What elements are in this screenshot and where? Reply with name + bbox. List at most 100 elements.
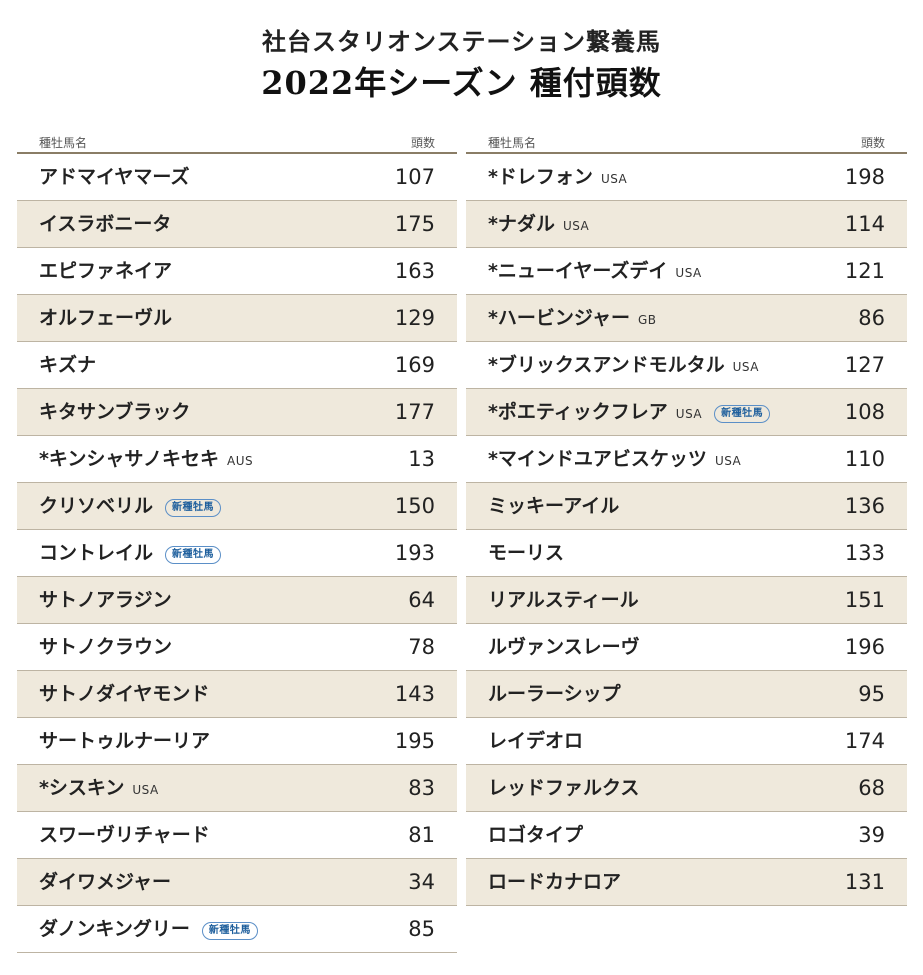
country-code: USA (562, 219, 590, 233)
table-row: ロードカナロア 131 (466, 859, 907, 906)
table-row: ルーラーシップ 95 (466, 671, 907, 718)
table-row: レッドファルクス 68 (466, 765, 907, 812)
stallion-name-cell: ミッキーアイル (488, 483, 619, 529)
stallion-name-cell: リアルスティール (488, 577, 639, 623)
stallion-name-cell: イスラボニータ (39, 201, 171, 247)
name-column-header: 種牡馬名 (39, 136, 88, 150)
stallion-name: モーリス (488, 542, 565, 564)
table-row: サトノアラジン 64 (17, 577, 457, 624)
cover-count: 68 (858, 776, 885, 800)
stallion-name-cell: *キンシャサノキセキ AUS (39, 436, 253, 482)
table-row: ダノンキングリー 新種牡馬 85 (17, 906, 457, 953)
stallion-name-cell: *ニューイヤーズデイ USA (488, 248, 702, 294)
table-row: *ハービンジャー GB 86 (466, 295, 907, 342)
cover-count: 107 (394, 165, 435, 189)
table-row: エピファネイア 163 (17, 248, 457, 295)
stallion-name-cell: モーリス (488, 530, 564, 576)
cover-count: 81 (408, 823, 435, 847)
count-column-header: 頭数 (410, 136, 435, 150)
cover-count: 114 (844, 212, 885, 236)
stallion-name: ルヴァンスレーヴ (488, 636, 640, 658)
stallion-name: キタサンブラック (39, 401, 191, 423)
country-code: GB (638, 313, 657, 327)
stallion-name: キズナ (39, 354, 97, 376)
cover-count: 195 (394, 729, 435, 753)
stallion-name: サトノアラジン (39, 589, 172, 611)
count-column-header: 頭数 (860, 136, 885, 150)
left-table-header: 種牡馬名 頭数 (17, 131, 457, 154)
cover-count: 175 (394, 212, 435, 236)
table-row: サトノダイヤモンド 143 (17, 671, 457, 718)
stallion-name: リアルスティール (488, 589, 639, 611)
right-table: 種牡馬名 頭数 *ドレフォン USA 198 *ナダル USA 114 *ニューイヤーズデイ… (466, 131, 907, 906)
cover-count: 13 (408, 447, 435, 471)
stallion-name-cell: キタサンブラック (39, 389, 190, 435)
left-table-body: アドマイヤマーズ 107 イスラボニータ 175 エピファネイア 163 オルフェーヴル 12… (17, 154, 457, 953)
cover-count: 64 (408, 588, 435, 612)
cover-count: 133 (844, 541, 885, 565)
stallion-name: *シスキン (39, 777, 125, 799)
stallion-name: *キンシャサノキセキ (39, 448, 219, 470)
country-code: USA (732, 360, 759, 374)
stallion-name-cell: アドマイヤマーズ (39, 154, 189, 200)
stallion-name: オルフェーヴル (39, 307, 173, 329)
cover-count: 143 (394, 682, 435, 706)
cover-count: 121 (844, 259, 885, 283)
cover-count: 83 (408, 776, 435, 800)
table-row: ミッキーアイル 136 (466, 483, 907, 530)
cover-count: 174 (844, 729, 885, 753)
stallion-name-cell: エピファネイア (39, 248, 172, 294)
stallion-name: レイデオロ (488, 730, 584, 752)
stallion-name-cell: レッドファルクス (488, 765, 639, 811)
table-row: ダイワメジャー 34 (17, 859, 457, 906)
table-row: *ナダル USA 114 (466, 201, 907, 248)
stallion-name-cell: ルーラーシップ (488, 671, 621, 717)
new-stallion-badge: 新種牡馬 (201, 922, 258, 940)
stallion-name-cell: *ハービンジャー GB (488, 295, 657, 341)
new-stallion-badge: 新種牡馬 (165, 499, 222, 517)
stallion-name: コントレイル (39, 542, 154, 564)
table-row: アドマイヤマーズ 107 (17, 154, 457, 201)
stallion-name: *ブリックスアンドモルタル (488, 354, 725, 376)
country-code: USA (132, 783, 159, 797)
cover-count: 169 (394, 353, 435, 377)
table-row: キタサンブラック 177 (17, 389, 457, 436)
stallion-name: ルーラーシップ (488, 683, 621, 705)
country-code: USA (714, 454, 742, 468)
stallion-name-cell: *ドレフォン USA (488, 154, 627, 200)
stallion-name: スワーヴリチャード (39, 824, 210, 846)
country-code: USA (600, 172, 628, 186)
stallion-name-cell: *ポエティックフレア USA 新種牡馬 (488, 389, 771, 435)
cover-count: 34 (408, 870, 435, 894)
stallion-name-cell: ロードカナロア (488, 859, 621, 905)
cover-count: 85 (408, 917, 435, 941)
table-row: *シスキン USA 83 (17, 765, 457, 812)
stallion-name-cell: スワーヴリチャード (39, 812, 210, 858)
cover-count: 39 (858, 823, 885, 847)
table-row: *ニューイヤーズデイ USA 121 (466, 248, 907, 295)
cover-count: 136 (844, 494, 885, 518)
cover-count: 127 (844, 353, 885, 377)
new-stallion-badge: 新種牡馬 (714, 405, 771, 423)
stallion-name-cell: サートゥルナーリア (39, 718, 210, 764)
stallion-name-cell: サトノアラジン (39, 577, 172, 623)
stallion-name: ダノンキングリー (39, 918, 190, 940)
cover-count: 110 (844, 447, 885, 471)
stallion-name: ロゴタイプ (488, 824, 584, 846)
cover-count: 163 (394, 259, 435, 283)
stallion-name: サトノクラウン (39, 636, 173, 658)
cover-count: 198 (844, 165, 885, 189)
table-row: *キンシャサノキセキ AUS 13 (17, 436, 457, 483)
table-row: イスラボニータ 175 (17, 201, 457, 248)
table-row: ロゴタイプ 39 (466, 812, 907, 859)
page-subtitle: 2022年シーズン 種付頭数 (261, 64, 662, 102)
cover-count: 108 (844, 400, 885, 424)
country-code: AUS (227, 454, 254, 468)
stallion-name: *ポエティックフレア (488, 401, 668, 423)
stallion-name-cell: サトノダイヤモンド (39, 671, 209, 717)
stallion-name: クリソベリル (39, 495, 154, 517)
stallion-name-cell: ロゴタイプ (488, 812, 583, 858)
stallion-name-cell: キズナ (39, 342, 96, 388)
stallion-name-cell: *ブリックスアンドモルタル USA (488, 342, 759, 388)
table-row: *ブリックスアンドモルタル USA 127 (466, 342, 907, 389)
